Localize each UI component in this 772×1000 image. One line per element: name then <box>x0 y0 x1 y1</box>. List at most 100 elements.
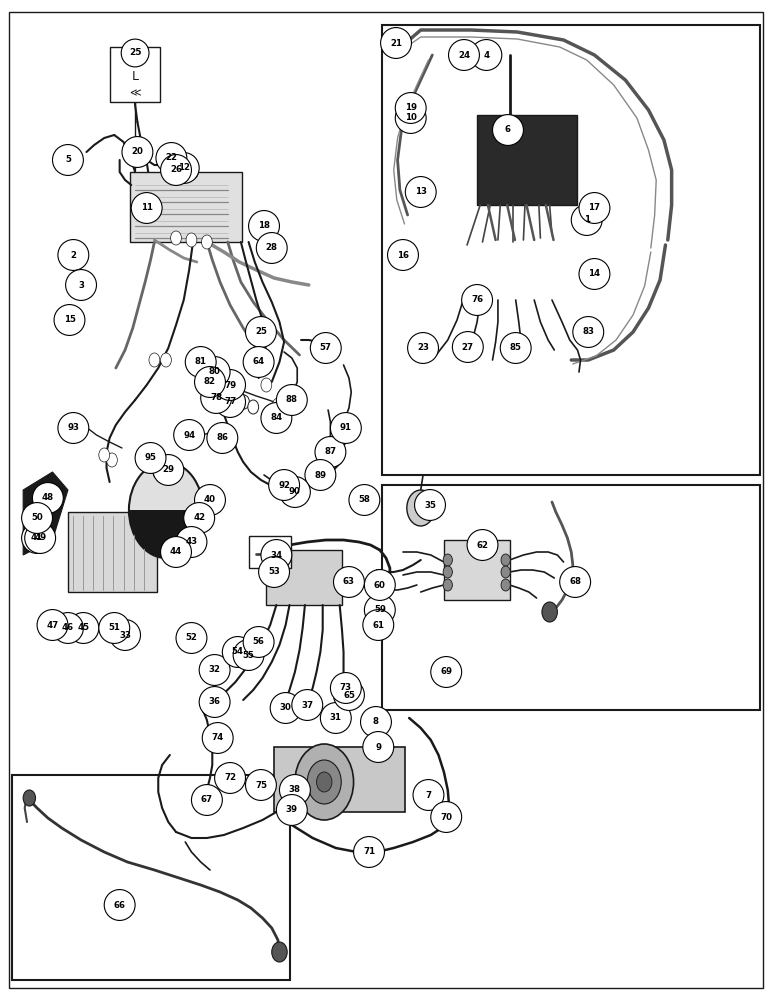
Ellipse shape <box>305 460 336 490</box>
Circle shape <box>248 400 259 414</box>
Circle shape <box>173 164 182 176</box>
Text: 9: 9 <box>375 742 381 752</box>
Ellipse shape <box>320 703 351 733</box>
Text: 53: 53 <box>268 568 280 576</box>
Text: 20: 20 <box>131 147 144 156</box>
Ellipse shape <box>207 423 238 453</box>
Text: 16: 16 <box>397 250 409 259</box>
Ellipse shape <box>276 385 307 415</box>
Ellipse shape <box>334 680 364 710</box>
Ellipse shape <box>174 420 205 450</box>
Text: 3: 3 <box>78 280 84 290</box>
Circle shape <box>129 462 203 558</box>
Text: 25: 25 <box>129 48 141 57</box>
Text: 78: 78 <box>210 393 222 402</box>
Circle shape <box>165 159 174 171</box>
Ellipse shape <box>215 763 245 793</box>
Text: 79: 79 <box>224 380 236 389</box>
Ellipse shape <box>199 687 230 717</box>
Ellipse shape <box>54 305 85 335</box>
Ellipse shape <box>32 483 63 513</box>
Circle shape <box>317 772 332 792</box>
Circle shape <box>501 579 510 591</box>
Text: 42: 42 <box>193 514 205 522</box>
Text: 45: 45 <box>77 624 90 633</box>
Text: 62: 62 <box>476 540 489 550</box>
Text: 60: 60 <box>374 580 386 589</box>
Text: 51: 51 <box>108 624 120 633</box>
Text: 41: 41 <box>31 534 43 542</box>
Bar <box>382 25 760 475</box>
Ellipse shape <box>52 613 83 643</box>
Text: 75: 75 <box>255 780 267 790</box>
Ellipse shape <box>449 40 479 70</box>
Text: 71: 71 <box>363 848 375 856</box>
Circle shape <box>188 165 198 179</box>
Circle shape <box>145 458 156 472</box>
Text: 93: 93 <box>67 424 80 432</box>
Ellipse shape <box>168 153 199 183</box>
Ellipse shape <box>573 317 604 347</box>
Ellipse shape <box>270 693 301 723</box>
Bar <box>110 47 161 102</box>
Circle shape <box>371 591 385 609</box>
Text: 5: 5 <box>65 155 71 164</box>
Text: 92: 92 <box>278 481 290 489</box>
Text: 19: 19 <box>405 104 417 112</box>
Ellipse shape <box>381 28 411 58</box>
Circle shape <box>501 566 510 578</box>
Ellipse shape <box>191 785 222 815</box>
Circle shape <box>370 606 384 624</box>
Circle shape <box>153 465 164 479</box>
Ellipse shape <box>500 333 531 363</box>
Text: 39: 39 <box>286 806 298 814</box>
Ellipse shape <box>222 637 253 667</box>
Circle shape <box>443 566 452 578</box>
Ellipse shape <box>349 485 380 515</box>
Ellipse shape <box>25 523 56 553</box>
Text: 69: 69 <box>440 668 452 676</box>
Ellipse shape <box>259 557 290 587</box>
Ellipse shape <box>388 240 418 270</box>
Text: 66: 66 <box>113 900 126 910</box>
Ellipse shape <box>395 93 426 123</box>
Bar <box>12 775 290 980</box>
Ellipse shape <box>408 333 438 363</box>
Ellipse shape <box>579 259 610 289</box>
Circle shape <box>220 385 231 399</box>
Ellipse shape <box>199 357 230 387</box>
Ellipse shape <box>68 613 99 643</box>
Text: 91: 91 <box>340 424 352 432</box>
Circle shape <box>186 233 197 247</box>
Text: 43: 43 <box>185 538 198 546</box>
Circle shape <box>501 554 510 566</box>
Ellipse shape <box>215 370 245 400</box>
Ellipse shape <box>195 367 225 397</box>
Ellipse shape <box>199 655 230 685</box>
Circle shape <box>107 453 117 467</box>
Circle shape <box>443 579 452 591</box>
Text: 67: 67 <box>201 796 213 804</box>
Circle shape <box>307 760 341 804</box>
Ellipse shape <box>99 613 130 643</box>
Text: 81: 81 <box>195 358 207 366</box>
Ellipse shape <box>156 143 187 173</box>
Ellipse shape <box>121 39 149 67</box>
Text: 18: 18 <box>258 222 270 231</box>
Text: 61: 61 <box>372 620 384 630</box>
Ellipse shape <box>560 567 591 597</box>
Bar <box>382 485 760 710</box>
Circle shape <box>407 490 435 526</box>
Ellipse shape <box>364 595 395 625</box>
Ellipse shape <box>215 387 245 417</box>
Ellipse shape <box>52 145 83 175</box>
Circle shape <box>207 728 222 748</box>
Ellipse shape <box>66 270 96 300</box>
Text: 8: 8 <box>373 718 379 726</box>
Text: 13: 13 <box>415 188 427 196</box>
Ellipse shape <box>361 707 391 737</box>
Circle shape <box>216 765 232 785</box>
Ellipse shape <box>249 211 279 241</box>
Text: 87: 87 <box>324 448 337 456</box>
Text: 23: 23 <box>417 344 429 353</box>
